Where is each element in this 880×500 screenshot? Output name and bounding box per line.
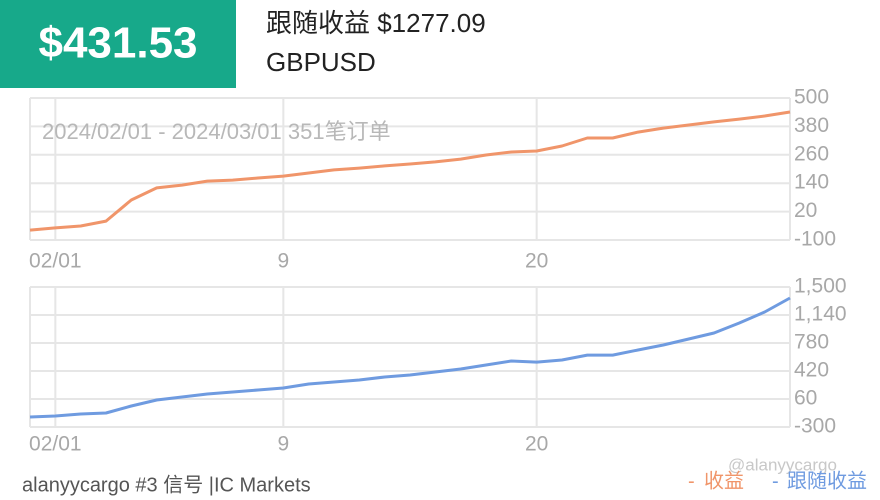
watermark: @alanyycargo <box>728 455 837 474</box>
period-note: 2024/02/01 - 2024/03/01 351笔订单 <box>42 119 391 144</box>
y-tick-label: 380 <box>794 114 829 137</box>
y-tick-label: 420 <box>794 359 829 382</box>
x-tick-label: 02/01 <box>29 250 82 273</box>
x-tick-label: 20 <box>525 250 548 273</box>
y-tick-label: 60 <box>794 387 817 410</box>
y-tick-label: 780 <box>794 331 829 354</box>
series-line <box>29 110 791 232</box>
y-tick-label: 20 <box>794 199 817 222</box>
y-tick-label: 1,140 <box>794 303 847 326</box>
y-tick-label: -300 <box>794 415 836 438</box>
follow-profit: 跟随收益 $1277.09 <box>266 8 486 38</box>
y-tick-label: 500 <box>794 86 829 109</box>
account-footer: alanyycargo #3 信号 |IC Markets <box>22 473 311 496</box>
charts: -100 20 140 260 380 500 02/01 9 20 -300 60 420 780 1,… <box>29 86 847 456</box>
profit-badge <box>0 0 236 88</box>
series-line <box>29 296 791 419</box>
x-tick-label: 9 <box>277 433 289 456</box>
legend-label: 跟随收益 <box>787 469 867 492</box>
legend-label: 收益 <box>704 469 744 492</box>
y-tick-label: -100 <box>794 228 836 251</box>
profit-value: $431.53 <box>38 19 197 68</box>
legend-dash: - <box>688 470 695 492</box>
x-tick-label: 20 <box>525 433 548 456</box>
y-tick-label: 140 <box>794 171 829 194</box>
y-tick-label: 260 <box>794 142 829 165</box>
symbol: GBPUSD <box>266 47 376 77</box>
y-tick-label: 1,500 <box>794 275 847 298</box>
legend-dash: - <box>772 470 779 492</box>
x-tick-label: 9 <box>277 250 289 273</box>
x-tick-label: 02/01 <box>29 433 82 456</box>
